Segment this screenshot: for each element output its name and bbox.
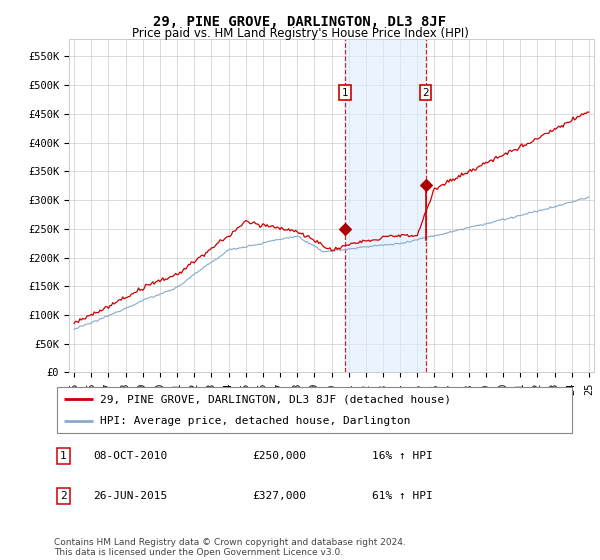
Text: 16% ↑ HPI: 16% ↑ HPI <box>373 451 433 461</box>
FancyBboxPatch shape <box>56 388 572 433</box>
Text: £327,000: £327,000 <box>253 491 307 501</box>
Text: 26-JUN-2015: 26-JUN-2015 <box>93 491 167 501</box>
Bar <box>345 39 425 372</box>
Point <box>340 225 350 234</box>
Text: Price paid vs. HM Land Registry's House Price Index (HPI): Price paid vs. HM Land Registry's House … <box>131 27 469 40</box>
Point <box>421 180 430 189</box>
Text: HPI: Average price, detached house, Darlington: HPI: Average price, detached house, Darl… <box>100 416 410 426</box>
Text: Contains HM Land Registry data © Crown copyright and database right 2024.
This d: Contains HM Land Registry data © Crown c… <box>54 538 406 557</box>
Text: 61% ↑ HPI: 61% ↑ HPI <box>373 491 433 501</box>
Text: £250,000: £250,000 <box>253 451 307 461</box>
Text: 29, PINE GROVE, DARLINGTON, DL3 8JF: 29, PINE GROVE, DARLINGTON, DL3 8JF <box>154 15 446 29</box>
Text: 1: 1 <box>341 87 348 97</box>
Text: 08-OCT-2010: 08-OCT-2010 <box>93 451 167 461</box>
Text: 2: 2 <box>422 87 429 97</box>
Text: 2: 2 <box>60 491 67 501</box>
Text: 1: 1 <box>60 451 67 461</box>
Text: 29, PINE GROVE, DARLINGTON, DL3 8JF (detached house): 29, PINE GROVE, DARLINGTON, DL3 8JF (det… <box>100 394 451 404</box>
